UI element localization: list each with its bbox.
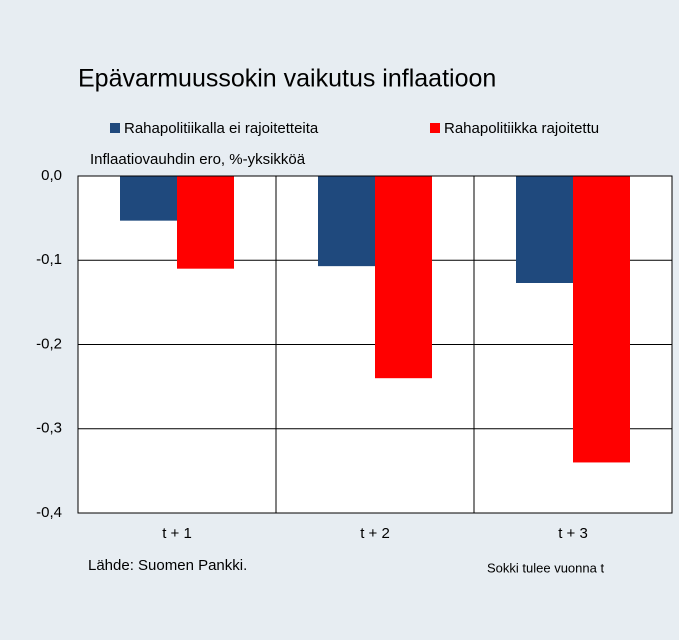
y-tick-label: -0,1	[36, 251, 62, 268]
legend-label: Rahapolitiikka rajoitettu	[444, 120, 599, 137]
source: Lähde: Suomen Pankki.	[88, 557, 247, 574]
bar	[177, 176, 234, 269]
legend-swatch	[430, 123, 440, 133]
y-axis-label: Inflaatiovauhdin ero, %-yksikköä	[90, 151, 306, 168]
bar	[318, 176, 375, 267]
y-tick-label: -0,2	[36, 335, 62, 352]
x-tick-label: t + 1	[162, 525, 192, 542]
y-tick-label: -0,4	[36, 504, 62, 521]
bar	[516, 176, 573, 283]
plot-border	[77, 175, 673, 514]
legend-label: Rahapolitiikalla ei rajoitetteita	[124, 120, 319, 137]
bar	[375, 176, 432, 379]
x-tick-label: t + 3	[558, 525, 588, 542]
x-tick-label: t + 2	[360, 525, 390, 542]
y-tick-label: 0,0	[41, 167, 62, 184]
chart-title: Epävarmuussokin vaikutus inflaatioon	[78, 65, 496, 93]
y-tick-label: -0,3	[36, 420, 62, 437]
bar	[120, 176, 177, 221]
legend-swatch	[110, 123, 120, 133]
bar	[573, 176, 630, 463]
note: Sokki tulee vuonna t	[487, 560, 604, 575]
